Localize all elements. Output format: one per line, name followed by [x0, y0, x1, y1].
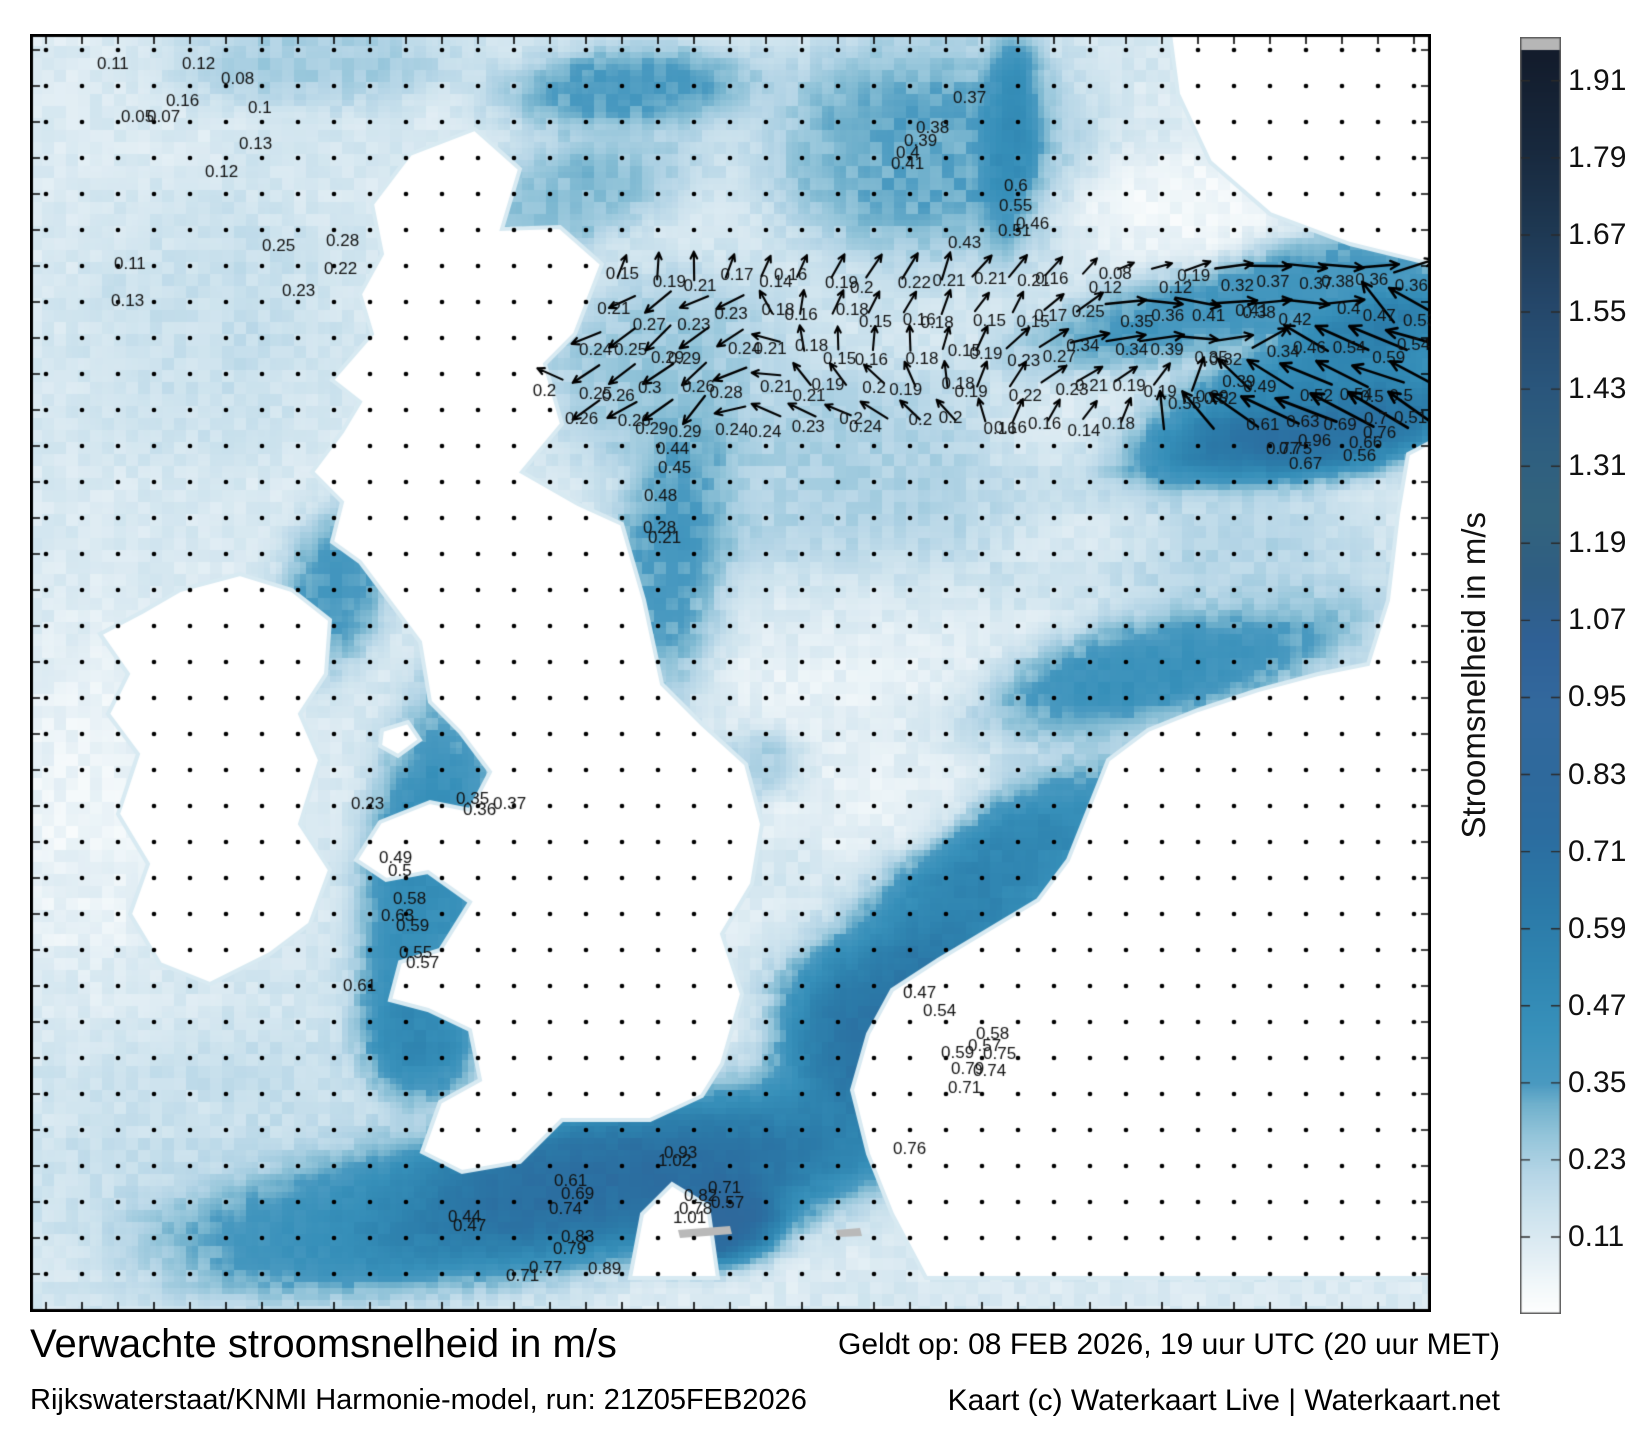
colorbar-tick-label: 1.55 [1568, 295, 1627, 329]
valid-time-caption: Geldt op: 08 FEB 2026, 19 uur UTC (20 uu… [838, 1328, 1500, 1361]
colorbar-tick-label: 0.35 [1568, 1065, 1627, 1099]
model-run-caption: Rijkswaterstaat/KNMI Harmonie-model, run… [30, 1384, 807, 1416]
map-title: Verwachte stroomsnelheid in m/s [30, 1322, 617, 1366]
colorbar-tick-label: 1.79 [1568, 140, 1627, 174]
colorbar-tick-label: 0.59 [1568, 911, 1627, 945]
colorbar-tick-label: 0.83 [1568, 757, 1627, 791]
colorbar-tick-label: 0.71 [1568, 834, 1627, 868]
colorbar [1520, 37, 1561, 1314]
copyright-caption: Kaart (c) Waterkaart Live | Waterkaart.n… [947, 1384, 1500, 1417]
colorbar-tick-label: 1.19 [1568, 526, 1627, 560]
flow-map-canvas [30, 34, 1431, 1312]
colorbar-tick-label: 1.67 [1568, 217, 1627, 251]
colorbar-tick-label: 1.31 [1568, 449, 1627, 483]
colorbar-tick-label: 1.91 [1568, 63, 1627, 97]
colorbar-tick-label: 1.07 [1568, 603, 1627, 637]
colorbar-tick-label: 1.43 [1568, 372, 1627, 406]
colorbar-tick-label: 0.47 [1568, 988, 1627, 1022]
colorbar-tick-label: 0.95 [1568, 680, 1627, 714]
colorbar-tick-label: 0.11 [1568, 1220, 1625, 1253]
colorbar-tick-label: 0.23 [1568, 1142, 1627, 1176]
colorbar-axis-label: Stroomsnelheid in m/s [1455, 512, 1492, 839]
